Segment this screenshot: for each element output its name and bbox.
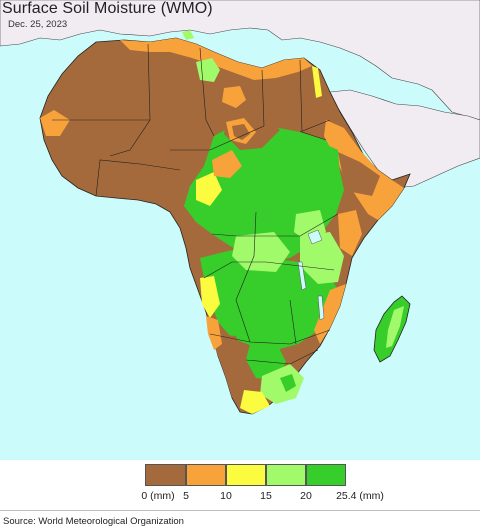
west-africa-coast-orange [40,110,70,136]
legend-swatch-10-15 [226,464,266,486]
lake-malawi [317,295,325,321]
south-africa-mixed [260,364,304,404]
horn-brown [338,152,380,196]
angola-coast-yellow [200,276,220,318]
legend-tick-20: 20 [300,490,312,502]
legend-swatch-0-5 [145,464,186,486]
namibia-coast-orange [206,316,222,350]
lake-victoria [307,229,323,245]
arabian-peninsula [329,89,480,189]
mozambique-orange [314,284,346,344]
madagascar-east-wet [386,306,404,348]
footer: Source: World Meteorological Organizatio… [0,510,480,530]
country-borders [52,43,339,365]
cameroon-yellow [196,172,222,206]
legend-tick-25: 25.4 (mm) [336,490,384,502]
island [182,30,194,40]
tanzania-lightgreen [300,232,344,284]
source-credit: Source: World Meteorological Organizatio… [3,516,184,527]
legend-swatch-5-10 [186,464,226,486]
chad-south-orange [212,150,242,178]
egypt-nile-yellow [312,66,322,98]
legend-tick-10: 10 [220,490,232,502]
legend-tick-15: 15 [260,490,272,502]
legend-tick-5: 5 [183,490,189,502]
legend: 0 (mm) 5 10 15 20 25.4 (mm) [0,464,480,504]
north-coast-orange [120,38,312,80]
legend-swatch-15-20 [266,464,306,486]
page-title: Surface Soil Moisture (WMO) [2,0,213,17]
south-africa-yellow [240,390,270,414]
lake-tanganyika [297,261,307,291]
lesotho-green [280,374,296,392]
algeria-green-patch [196,58,220,82]
legend-tick-0: 0 (mm) [141,490,175,502]
legend-swatch-20-25 [306,464,346,486]
europe-landmass [0,0,480,121]
ethiopia-green [312,140,340,184]
soil-moisture-map [0,0,480,460]
kenya-somalia-orange [338,210,362,256]
libya-orange-patch [222,86,246,108]
darfur-brown-core [232,124,250,140]
date-label: Dec. 25, 2023 [8,19,68,30]
namibia-brown [210,334,246,398]
